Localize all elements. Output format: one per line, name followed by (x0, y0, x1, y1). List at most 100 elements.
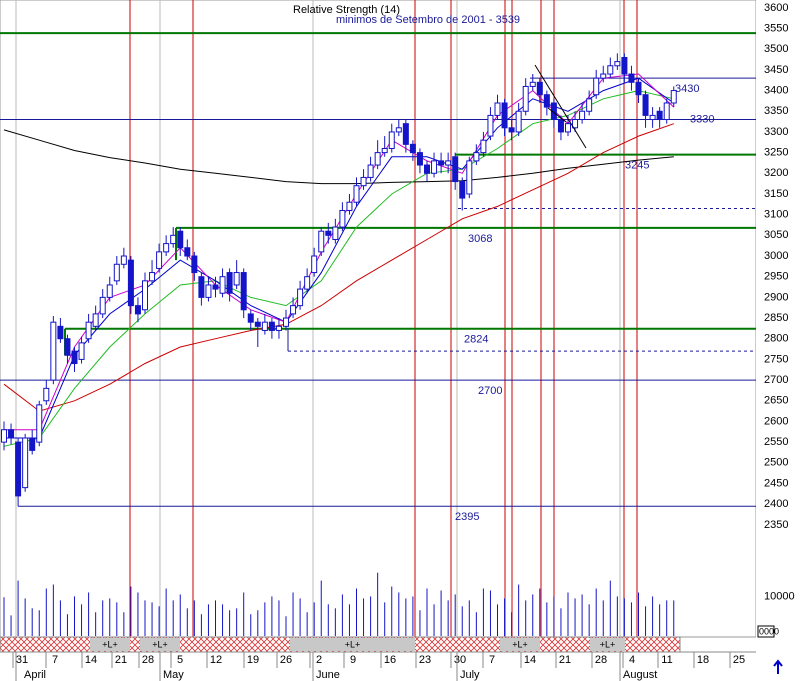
strip-label: +L+ (102, 639, 118, 649)
candle-body (593, 77, 600, 96)
candle-body (50, 321, 57, 381)
candle-body (388, 131, 395, 149)
y-tick-label: 2400 (764, 498, 788, 510)
y-tick-label: 3550 (764, 22, 788, 34)
strip-segment (90, 638, 130, 651)
candle-body (78, 342, 85, 360)
y-tick-label: 3600 (764, 2, 788, 14)
x-tick-label: 9 (350, 654, 356, 666)
candle-body (99, 296, 106, 315)
trend-line (534, 64, 587, 149)
x-tick-label: 25 (733, 654, 745, 666)
month-label: April (24, 669, 46, 681)
candle-body (374, 152, 381, 166)
candle-body (339, 210, 346, 228)
y-tick-label: 3200 (764, 167, 788, 179)
y-tick-label: 3450 (764, 64, 788, 76)
x-tick-label: 12 (210, 654, 222, 666)
candle-body (1, 429, 7, 443)
chart-title: Relative Strength (14) (293, 4, 400, 16)
candle-body (416, 152, 423, 166)
y-tick-label: 3050 (764, 229, 788, 241)
y-tick-label: 3400 (764, 84, 788, 96)
candle-body (163, 243, 170, 253)
y-tick-label: 2350 (764, 519, 788, 531)
x-tick-label: 31 (16, 654, 28, 666)
candle-body (177, 230, 184, 249)
strip-label: +L+ (600, 639, 616, 649)
candle-body (395, 127, 402, 133)
y-tick-label: 2500 (764, 457, 788, 469)
x-tick-label: 4 (629, 654, 635, 666)
candle-body (8, 429, 15, 439)
y-tick-label: 3250 (764, 147, 788, 159)
strip-segment (500, 638, 540, 651)
candle-body (473, 152, 480, 162)
month-label: June (316, 669, 340, 681)
candle-body (431, 160, 438, 174)
candle-body (607, 65, 614, 75)
candle-body (22, 437, 29, 489)
candle-body (198, 276, 205, 298)
x-tick-label: 16 (384, 654, 396, 666)
candle-body (438, 160, 445, 166)
candle-body (487, 114, 494, 137)
strip-label: +L+ (512, 639, 528, 649)
strip-label: +L+ (152, 639, 168, 649)
level-label: 2395 (455, 511, 479, 523)
candle-body (205, 284, 212, 298)
x-tick-label: 5 (177, 654, 183, 666)
candle-body (353, 185, 360, 203)
x-tick-label: 2 (316, 654, 322, 666)
candle-body (565, 123, 571, 133)
y-tick-label: 2600 (764, 415, 788, 427)
y-tick-label: 2650 (764, 395, 788, 407)
level-label: 2824 (464, 334, 488, 346)
moving-average (3, 123, 674, 412)
candle-body (466, 160, 473, 195)
volume-tick-label: 10000 (764, 590, 795, 602)
candle-body (445, 160, 452, 166)
strip-segment (290, 638, 415, 651)
candle-body (557, 119, 564, 133)
strip-label: +L+ (345, 639, 361, 649)
candle-body (142, 280, 148, 311)
candle-body (346, 201, 353, 212)
candle-body (268, 321, 275, 331)
candle-body (614, 61, 621, 67)
x-tick-label: 19 (247, 654, 259, 666)
candle-body (628, 73, 635, 83)
candle-body (649, 114, 656, 121)
candle-body (579, 110, 586, 121)
candle-body (508, 127, 515, 133)
candle-body (275, 325, 282, 331)
strip-segment (140, 638, 180, 651)
candle-body (656, 110, 663, 121)
scroll-arrow[interactable] (773, 659, 783, 674)
level-label: 2700 (478, 385, 502, 397)
y-tick-label: 3100 (764, 209, 788, 221)
candle-body (494, 102, 501, 116)
y-tick-label: 2750 (764, 353, 788, 365)
level-label: 3068 (468, 233, 492, 245)
candle-body (515, 110, 522, 133)
candle-body (529, 81, 536, 87)
candle-body (120, 255, 127, 265)
candle-body (381, 147, 388, 154)
moving-average (3, 129, 674, 185)
candle-body (304, 276, 311, 290)
candle-body (233, 272, 240, 286)
candle-body (191, 255, 198, 274)
x-tick-label: 14 (85, 654, 97, 666)
candle-body (543, 94, 550, 108)
x-tick-label: 23 (419, 654, 431, 666)
indicator-box (757, 625, 775, 638)
candle-body (156, 251, 163, 269)
candle-body (325, 230, 332, 236)
level-label: 3430 (675, 83, 699, 95)
candle-body (536, 81, 543, 96)
y-tick-label: 2850 (764, 312, 788, 324)
y-tick-label: 2450 (764, 477, 788, 489)
candle-body (254, 321, 261, 327)
candle-body (480, 139, 487, 154)
